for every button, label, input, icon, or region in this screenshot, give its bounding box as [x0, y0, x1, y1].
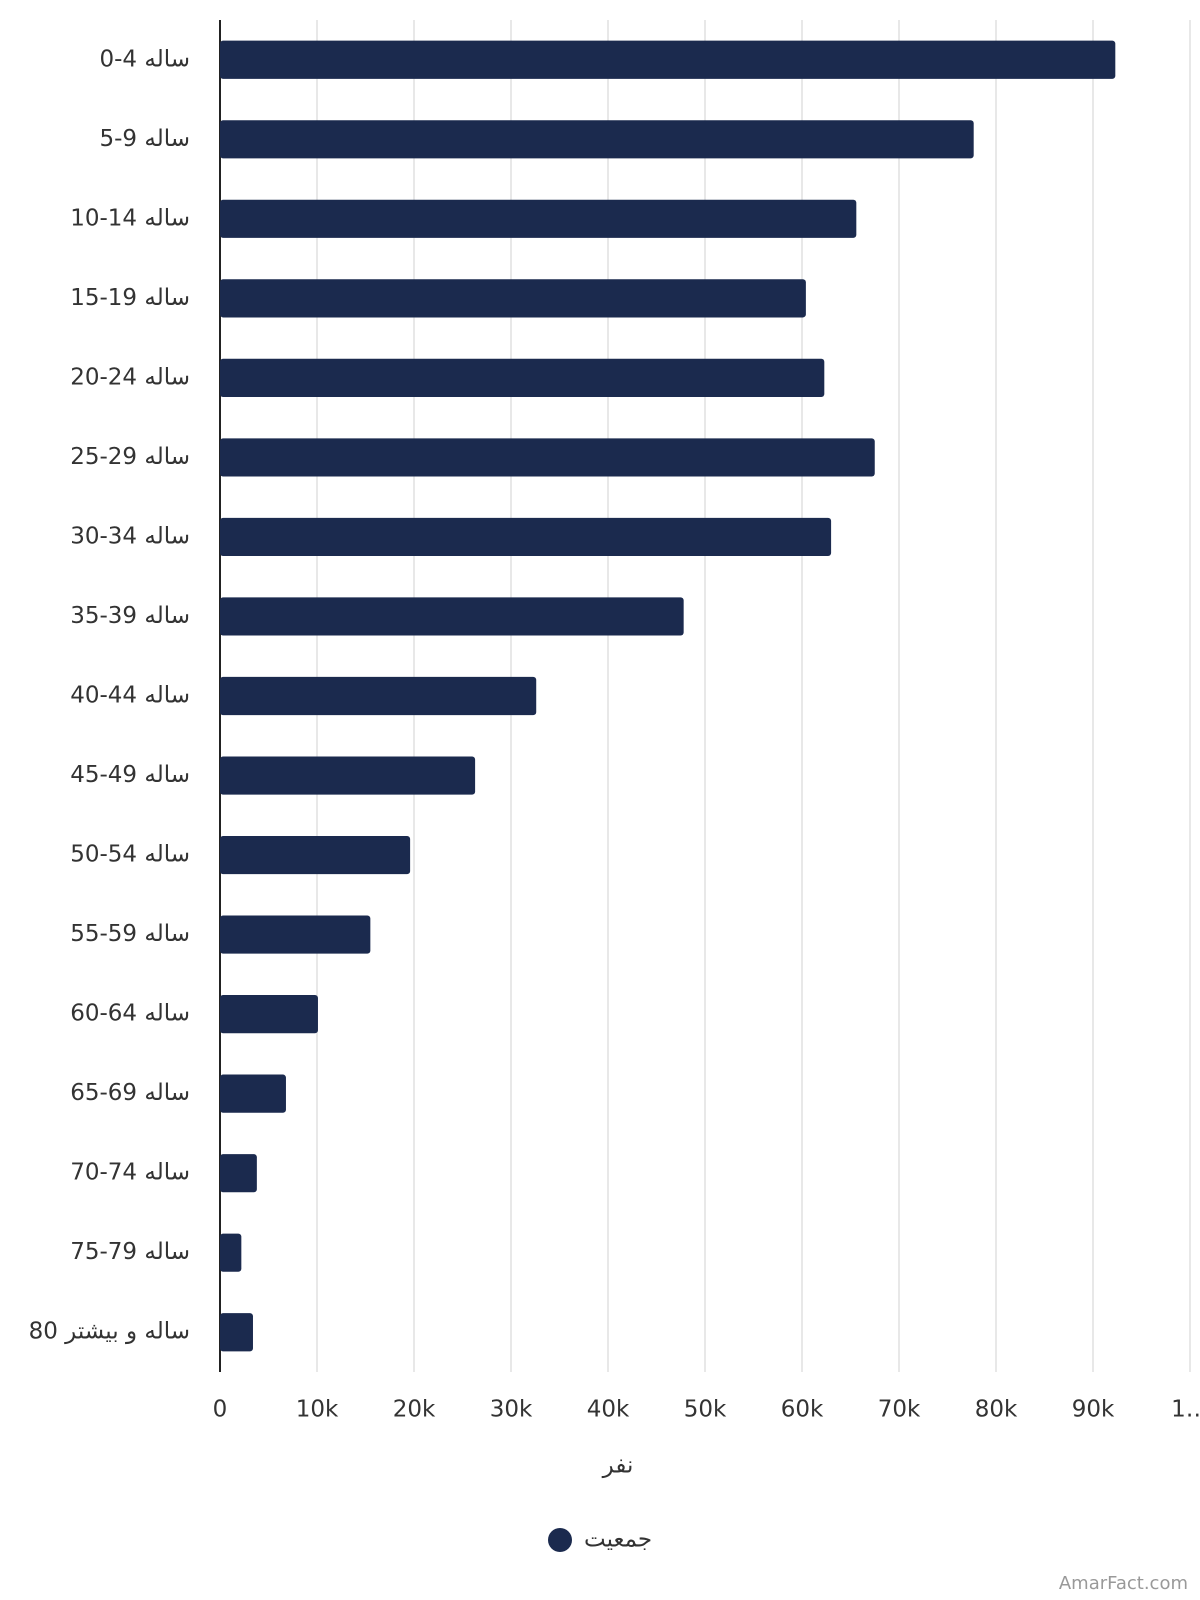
- y-tick-label: 30-34 ساله: [70, 523, 190, 549]
- x-axis-title: نفر: [602, 1453, 634, 1479]
- bar: [220, 120, 974, 159]
- bar: [220, 199, 857, 238]
- bar: [220, 358, 825, 397]
- bar: [220, 915, 371, 954]
- y-tick-label: 55-59 ساله: [70, 921, 190, 947]
- bar: [220, 279, 806, 318]
- y-tick-label: 80 ساله و بیشتر: [29, 1319, 190, 1345]
- y-tick-label: 40-44 ساله: [70, 683, 190, 709]
- bar: [220, 1313, 253, 1352]
- x-tick-label: 80k: [975, 1397, 1018, 1423]
- watermark: AmarFact.com: [1059, 1573, 1188, 1594]
- y-tick-label: 10-14 ساله: [70, 205, 190, 231]
- x-tick-label: 20k: [393, 1397, 436, 1423]
- bar: [220, 676, 537, 716]
- x-tick-label: 10k: [296, 1397, 339, 1423]
- x-tick-label: 30k: [490, 1397, 533, 1423]
- bar: [220, 40, 1116, 79]
- x-tick-label: 60k: [781, 1397, 824, 1423]
- bar: [220, 995, 318, 1034]
- bar: [220, 1074, 286, 1113]
- y-tick-label: 75-79 ساله: [70, 1239, 190, 1265]
- y-tick-label: 65-69 ساله: [70, 1080, 190, 1106]
- bar: [220, 756, 476, 795]
- y-tick-label: 0-4 ساله: [99, 46, 190, 72]
- y-tick-label: 5-9 ساله: [99, 126, 190, 152]
- y-tick-label: 45-49 ساله: [70, 762, 190, 788]
- x-tick-label: 40k: [587, 1397, 630, 1423]
- legend-marker: [548, 1528, 572, 1552]
- bar: [220, 438, 875, 477]
- bar: [220, 835, 411, 875]
- legend-label: جمعیت: [584, 1527, 652, 1553]
- y-tick-label: 20-24 ساله: [70, 364, 190, 390]
- bar: [220, 597, 684, 636]
- x-tick-label: 50k: [684, 1397, 727, 1423]
- x-tick-label: 70k: [878, 1397, 921, 1423]
- y-tick-label: 50-54 ساله: [70, 842, 190, 868]
- y-tick-label: 60-64 ساله: [70, 1001, 190, 1027]
- bar: [220, 1233, 242, 1272]
- y-tick-label: 35-39 ساله: [70, 603, 190, 629]
- x-tick-label: 90k: [1072, 1397, 1115, 1423]
- x-tick-label: 0: [213, 1397, 228, 1423]
- bar: [220, 1154, 257, 1193]
- y-tick-label: 25-29 ساله: [70, 444, 190, 470]
- bar: [220, 517, 832, 557]
- y-tick-label: 70-74 ساله: [70, 1160, 190, 1186]
- y-tick-label: 15-19 ساله: [70, 285, 190, 311]
- x-tick-label: 1…: [1171, 1397, 1200, 1423]
